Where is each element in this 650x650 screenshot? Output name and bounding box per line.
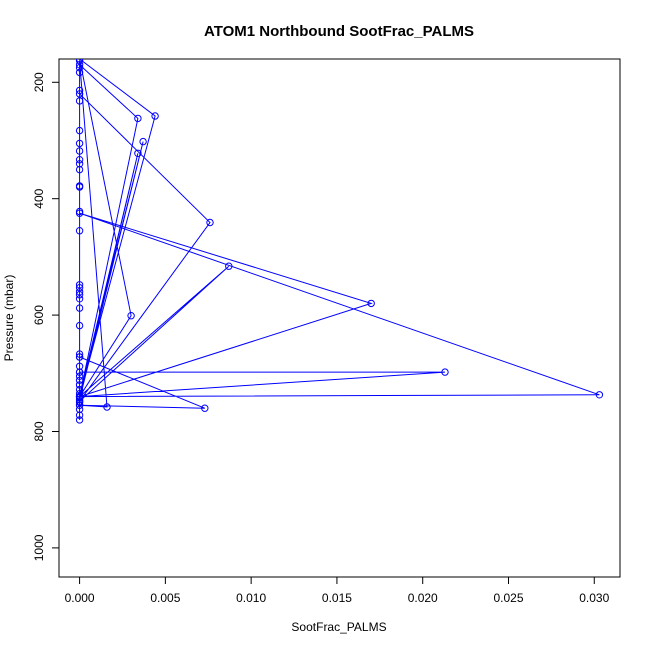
plot-frame bbox=[58, 58, 621, 578]
x-tick-label: 0.020 bbox=[408, 591, 438, 605]
data-point bbox=[75, 295, 84, 303]
data-point bbox=[75, 321, 84, 330]
data-point bbox=[151, 112, 159, 120]
x-tick-label: 0.030 bbox=[579, 591, 609, 605]
data-point bbox=[75, 395, 84, 404]
data-point bbox=[75, 401, 84, 409]
data-point bbox=[75, 90, 84, 98]
data-point bbox=[75, 160, 84, 168]
y-tick-label: 400 bbox=[32, 188, 46, 208]
x-axis: 0.000 0.005 0.010 0.015 0.020 0.025 0.030 bbox=[65, 576, 610, 605]
data-point bbox=[75, 284, 84, 292]
data-point bbox=[75, 368, 84, 376]
y-tick-label: 1000 bbox=[32, 534, 46, 561]
data-point bbox=[75, 59, 84, 63]
y-tick-label: 800 bbox=[32, 421, 46, 441]
data-point bbox=[75, 86, 84, 95]
data-point bbox=[75, 385, 84, 394]
data-point bbox=[367, 299, 375, 308]
series-layer bbox=[75, 59, 604, 424]
data-point bbox=[75, 416, 84, 424]
data-point bbox=[75, 61, 84, 69]
data-point bbox=[75, 68, 84, 77]
data-point bbox=[75, 139, 84, 148]
data-point bbox=[441, 368, 449, 376]
y-axis: 200 400 600 800 1000 bbox=[32, 72, 60, 561]
data-point bbox=[75, 288, 84, 296]
series-line bbox=[79, 59, 600, 420]
y-axis-label: Pressure (mbar) bbox=[2, 275, 16, 362]
data-point bbox=[75, 227, 84, 235]
data-point bbox=[75, 64, 84, 72]
data-point bbox=[75, 376, 84, 384]
data-point bbox=[75, 350, 84, 358]
data-point bbox=[75, 209, 84, 217]
y-tick-label: 600 bbox=[32, 305, 46, 325]
data-point bbox=[75, 126, 84, 135]
data-point bbox=[206, 218, 214, 227]
data-point bbox=[75, 147, 84, 155]
data-point bbox=[75, 372, 84, 380]
data-point bbox=[103, 403, 111, 411]
x-tick-label: 0.010 bbox=[236, 591, 266, 605]
data-point bbox=[75, 392, 84, 401]
chart-title: ATOM1 Northbound SootFrac_PALMS bbox=[204, 23, 474, 40]
data-point bbox=[75, 304, 84, 312]
data-point bbox=[134, 114, 142, 123]
data-point bbox=[201, 404, 209, 412]
data-point bbox=[139, 137, 147, 146]
data-point bbox=[75, 97, 84, 105]
data-point bbox=[75, 381, 84, 389]
data-point bbox=[75, 281, 84, 289]
data-point bbox=[134, 149, 142, 158]
x-tick-label: 0.025 bbox=[493, 591, 523, 605]
data-point bbox=[75, 183, 84, 191]
data-point bbox=[595, 391, 604, 399]
data-point bbox=[75, 165, 84, 174]
data-point bbox=[225, 262, 233, 270]
data-point bbox=[75, 390, 84, 398]
data-point bbox=[75, 411, 84, 419]
data-point bbox=[75, 362, 84, 370]
data-point bbox=[75, 291, 84, 299]
x-tick-label: 0.000 bbox=[65, 591, 95, 605]
x-axis-label: SootFrac_PALMS bbox=[291, 620, 386, 634]
data-point bbox=[127, 312, 135, 320]
data-point bbox=[75, 405, 84, 414]
x-tick-label: 0.005 bbox=[150, 591, 180, 605]
y-tick-label: 200 bbox=[32, 72, 46, 92]
data-point bbox=[75, 353, 84, 361]
x-tick-label: 0.015 bbox=[322, 591, 352, 605]
data-point bbox=[75, 156, 84, 164]
